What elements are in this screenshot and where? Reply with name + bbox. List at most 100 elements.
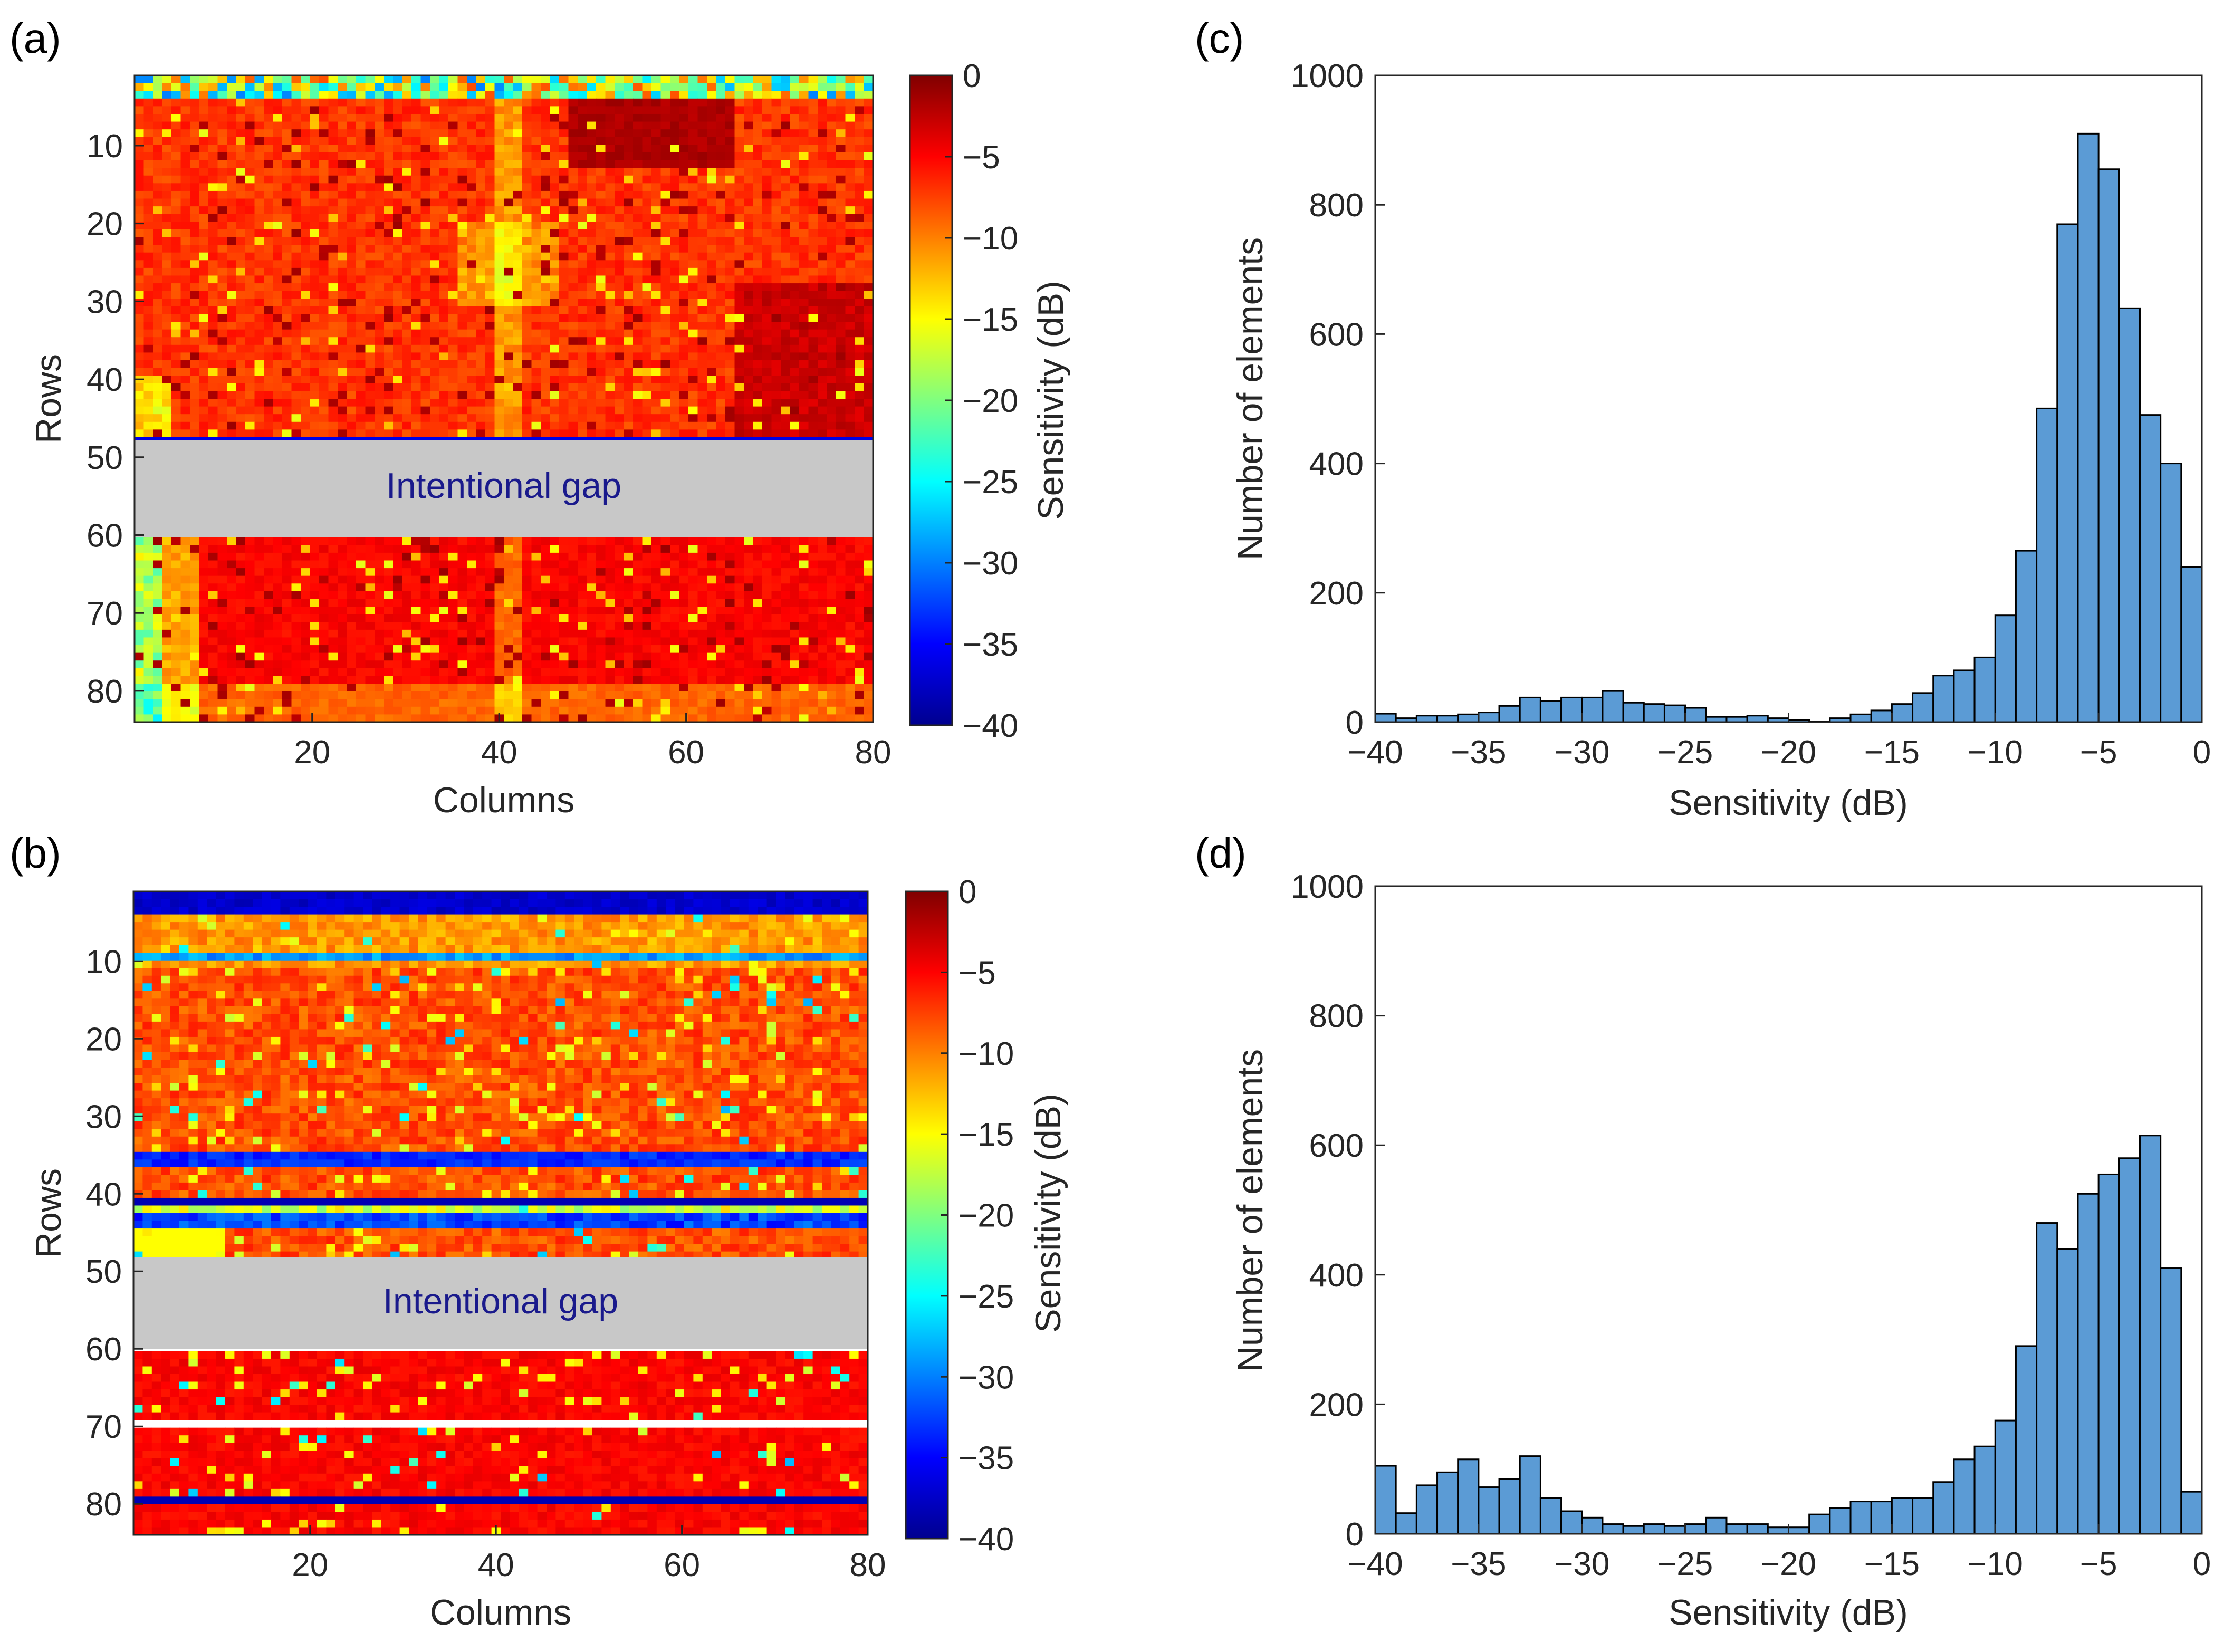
heatmap-cell [790, 637, 800, 646]
heatmap-cell [568, 568, 578, 577]
heatmap-cell [642, 622, 652, 630]
heatmap-cell [420, 329, 430, 338]
heatmap-cell [282, 352, 292, 361]
heatmap-cell [651, 337, 662, 345]
heatmap-cell [707, 322, 717, 330]
heatmap-cell [420, 537, 430, 545]
heatmap-cell [855, 322, 865, 330]
heatmap-cell [781, 329, 791, 338]
heatmap-cell [190, 275, 200, 284]
heatmap-cell [356, 629, 366, 638]
heatmap-cell [301, 145, 311, 153]
heatmap-cell [338, 360, 348, 369]
heatmap-cell [716, 129, 726, 138]
heatmap-cell [587, 383, 597, 392]
heatmap-cell [328, 137, 338, 145]
heatmap-cell [513, 306, 523, 315]
heatmap-cell [836, 607, 846, 615]
heatmap-cell [845, 399, 855, 407]
heatmap-cell [707, 314, 717, 322]
heatmap-cell [384, 368, 394, 376]
heatmap-cell [171, 383, 181, 392]
heatmap-cell [707, 214, 717, 222]
heatmap-cell [845, 637, 855, 646]
heatmap-cell [365, 421, 375, 430]
heatmap-cell [411, 91, 421, 99]
heatmap-cell [827, 383, 837, 392]
heatmap-cell [550, 106, 560, 114]
heatmap-cell [227, 198, 237, 207]
heatmap-cell [799, 283, 809, 292]
heatmap-cell [781, 376, 791, 384]
heatmap-cell [587, 75, 597, 84]
heatmap-cell [596, 98, 606, 107]
heatmap-cell [808, 252, 818, 261]
heatmap-cell [753, 190, 763, 199]
heatmap-cell [697, 160, 707, 168]
heatmap-cell [808, 198, 818, 207]
heatmap-cell [264, 106, 274, 114]
heatmap-cell [864, 145, 874, 153]
heatmap-cell [190, 267, 200, 276]
heatmap-cell [818, 429, 828, 438]
heatmap-cell [762, 344, 772, 353]
heatmap-cell [328, 575, 338, 584]
heatmap-cell [227, 421, 237, 430]
heatmap-cell [273, 414, 283, 422]
heatmap-cell [411, 129, 421, 138]
heatmap-cell [578, 152, 588, 161]
heatmap-cell [707, 368, 717, 376]
heatmap-cell [781, 629, 791, 638]
heatmap-cell [808, 306, 818, 315]
heatmap-cell [651, 214, 662, 222]
heatmap-cell [291, 591, 301, 600]
heatmap-cell [808, 406, 818, 415]
heatmap-cell [559, 222, 569, 230]
heatmap-cell [790, 429, 800, 438]
heatmap-cell [578, 607, 588, 615]
heatmap-cell [347, 145, 357, 153]
heatmap-cell [707, 568, 717, 577]
heatmap-cell [624, 368, 634, 376]
heatmap-cell [513, 129, 523, 138]
heatmap-cell [744, 614, 754, 622]
heatmap-cell [605, 429, 615, 438]
heatmap-cell [384, 329, 394, 338]
heatmap-cell [254, 337, 264, 345]
heatmap-cell [245, 145, 255, 153]
heatmap-cell [633, 368, 643, 376]
heatmap-cell [236, 645, 246, 654]
heatmap-cell [855, 175, 865, 184]
heatmap-cell [476, 537, 486, 545]
heatmap-cell [254, 299, 264, 307]
heatmap-cell [411, 622, 421, 630]
heatmap-cell [615, 376, 625, 384]
heatmap-cell [190, 152, 200, 161]
heatmap-cell [439, 121, 449, 130]
heatmap-cell [328, 206, 338, 215]
heatmap-cell [707, 245, 717, 253]
heatmap-cell [217, 306, 227, 315]
heatmap-cell [430, 575, 440, 584]
heatmap-cell [356, 306, 366, 315]
heatmap-cell [448, 314, 458, 322]
heatmap-cell [162, 560, 172, 569]
heatmap-cell [402, 222, 412, 230]
heatmap-cell [135, 275, 145, 284]
heatmap-cell [153, 152, 163, 161]
heatmap-cell [827, 222, 837, 230]
heatmap-cell [301, 368, 311, 376]
heatmap-cell [734, 145, 744, 153]
heatmap-cell [550, 275, 560, 284]
heatmap-cell [476, 106, 486, 114]
heatmap-cell [624, 75, 634, 84]
heatmap-cell [162, 360, 172, 369]
heatmap-cell [670, 368, 680, 376]
heatmap-cell [504, 275, 514, 284]
heatmap-cell [587, 183, 597, 191]
heatmap-cell [615, 299, 625, 307]
heatmap-cell [541, 260, 551, 268]
heatmap-cell [347, 360, 357, 369]
heatmap-cell [864, 537, 874, 545]
heatmap-cell [162, 322, 172, 330]
